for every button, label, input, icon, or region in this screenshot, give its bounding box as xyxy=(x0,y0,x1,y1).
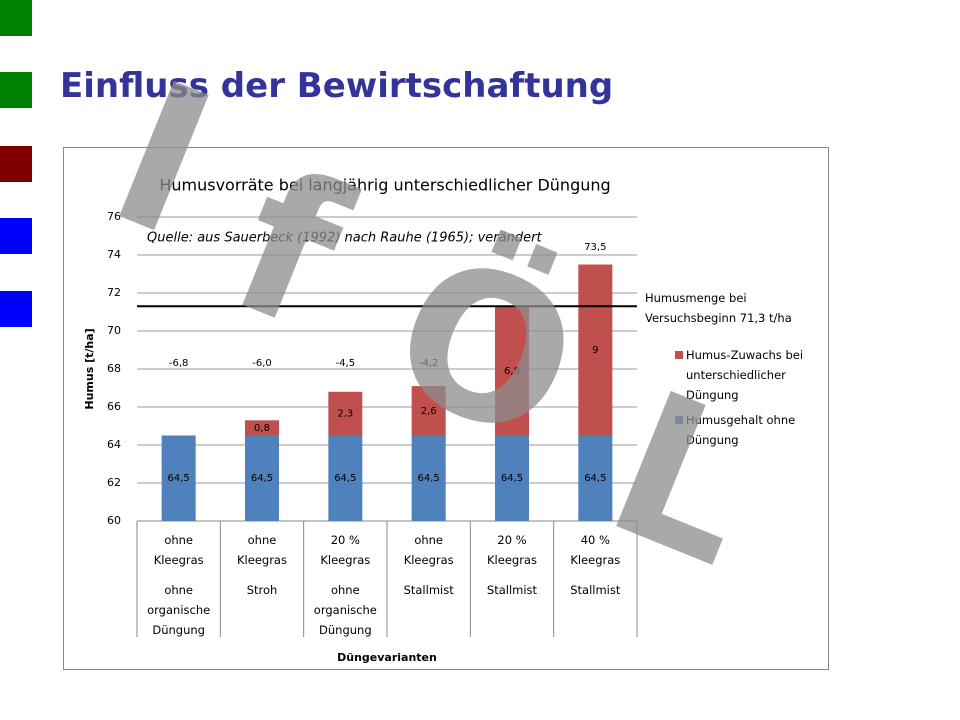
value-label: 64,5 xyxy=(168,473,190,484)
chart-title: Humusvorräte bei langjährig unterschiedl… xyxy=(159,176,610,195)
category-label-2: Stallmist xyxy=(570,583,621,597)
difference-label: -4,2 xyxy=(419,358,439,369)
value-label: 64,5 xyxy=(501,473,523,484)
value-label: 64,5 xyxy=(418,473,440,484)
difference-label: -6,8 xyxy=(169,358,189,369)
bar-segment xyxy=(161,435,196,521)
value-label: 64,5 xyxy=(584,473,606,484)
y-tick-label: 72 xyxy=(107,286,121,299)
deco-square xyxy=(0,218,32,254)
y-axis-label: Humus [t/ha] xyxy=(83,328,96,409)
category-label-2: Stallmist xyxy=(403,583,454,597)
y-tick-label: 60 xyxy=(107,514,121,527)
value-label: 64,5 xyxy=(251,473,273,484)
reference-label: Humusmenge bei xyxy=(645,291,747,305)
bar-segment xyxy=(578,435,613,521)
legend-swatch xyxy=(675,416,683,424)
category-label-2: ohne organische Düngung xyxy=(313,583,377,637)
difference-label: -6,0 xyxy=(252,358,272,369)
deco-square xyxy=(0,0,32,36)
value-label: 2,6 xyxy=(421,406,437,417)
value-label: 64,5 xyxy=(334,473,356,484)
category-label: 40 % Kleegras xyxy=(570,533,621,567)
category-label: 20 % Kleegras xyxy=(320,533,371,567)
value-label: 0,8 xyxy=(254,423,270,434)
value-label: 6,8 xyxy=(504,366,520,377)
category-label: ohne Kleegras xyxy=(153,533,204,567)
legend-label: Humusgehalt ohne Düngung xyxy=(686,413,796,447)
source-note: Quelle: aus Sauerbeck (1992) nach Rauhe … xyxy=(147,231,542,246)
y-tick-label: 64 xyxy=(107,438,121,451)
deco-square xyxy=(0,72,32,108)
category-label: ohne Kleegras xyxy=(237,533,287,567)
bar-segment xyxy=(328,391,363,436)
category-label-2: Stallmist xyxy=(486,583,538,597)
category-label: ohne Kleegras xyxy=(403,533,454,567)
reference-label: Versuchsbeginn 71,3 t/ha xyxy=(645,311,792,325)
bar-segment xyxy=(245,420,279,436)
category-label-2: ohne organische Düngung xyxy=(147,583,211,637)
y-tick-label: 76 xyxy=(107,210,121,223)
legend-swatch xyxy=(675,351,683,359)
y-tick-label: 68 xyxy=(107,362,121,375)
category-label: 20 % Kleegras xyxy=(487,533,537,567)
y-tick-label: 74 xyxy=(107,248,121,261)
bar-segment xyxy=(578,264,613,436)
bar-segment xyxy=(245,435,279,521)
deco-square xyxy=(0,291,32,327)
total-label: 73,5 xyxy=(584,242,606,253)
value-label: 2,3 xyxy=(337,409,353,420)
value-label: 9 xyxy=(592,345,598,356)
bar-segment xyxy=(495,306,529,436)
y-tick-label: 62 xyxy=(107,476,121,489)
bar-segment xyxy=(411,386,446,436)
deco-square xyxy=(0,146,32,182)
y-tick-label: 66 xyxy=(107,400,121,413)
y-tick-label: 70 xyxy=(107,324,121,337)
bar-segment xyxy=(328,435,363,521)
chart-frame xyxy=(63,147,829,670)
difference-label: -4,5 xyxy=(336,358,356,369)
category-label-2: Stroh xyxy=(246,583,278,597)
bar-segment xyxy=(411,435,446,521)
x-axis-label: Düngevarianten xyxy=(337,651,437,664)
slide-title: Einfluss der Bewirtschaftung xyxy=(60,66,614,106)
bar-segment xyxy=(495,435,529,521)
legend-label: Humus-Zuwachs bei unterschiedlicher Düng… xyxy=(686,348,804,402)
